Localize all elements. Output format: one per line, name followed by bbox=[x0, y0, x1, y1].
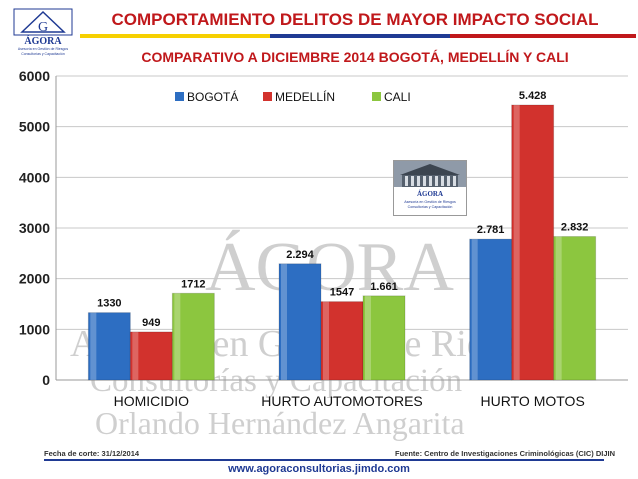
data-label-1-1: 1547 bbox=[330, 287, 354, 299]
data-label-1-2: 1.661 bbox=[370, 281, 398, 293]
flag-stripe bbox=[80, 34, 636, 38]
bar-highlight-2-2 bbox=[555, 236, 562, 380]
x-tick-label-1: HURTO AUTOMOTORES bbox=[261, 393, 423, 409]
inset-tagline-2: Consultorías y Capacitación bbox=[408, 205, 453, 209]
source-note: Fuente: Centro de Investigaciones Crimin… bbox=[395, 449, 616, 458]
inset-tagline-1: Asesoría en Gestión de Riesgos bbox=[404, 200, 456, 204]
bar-2-1 bbox=[511, 104, 555, 381]
y-tick-label-6: 6000 bbox=[19, 68, 50, 84]
page-subtitle: COMPARATIVO A DICIEMBRE 2014 BOGOTÁ, MED… bbox=[141, 49, 569, 65]
bar-0-1 bbox=[129, 331, 173, 381]
bar-highlight-0-0 bbox=[90, 312, 97, 380]
data-label-0-2: 1712 bbox=[181, 278, 205, 290]
y-tick-label-5: 5000 bbox=[19, 119, 50, 135]
bar-2-2 bbox=[553, 236, 597, 381]
bar-0-2 bbox=[171, 292, 215, 381]
page-title: COMPORTAMIENTO DELITOS DE MAYOR IMPACTO … bbox=[111, 10, 599, 29]
bar-highlight-0-1 bbox=[132, 331, 139, 380]
bar-1-1 bbox=[320, 301, 364, 381]
cut-date: Fecha de corte: 31/12/2014 bbox=[44, 449, 140, 458]
data-label-2-0: 2.781 bbox=[477, 224, 505, 236]
agora-logo-mark: G ÁGORA Asesoría en Gestión de Riesgos C… bbox=[8, 6, 78, 58]
y-tick-label-2: 2000 bbox=[19, 271, 50, 287]
legend-label-2: CALI bbox=[384, 90, 411, 104]
y-tick-label-1: 1000 bbox=[19, 321, 50, 337]
bar-2-0 bbox=[469, 238, 513, 381]
data-label-1-0: 2.294 bbox=[286, 249, 314, 261]
legend-label-0: BOGOTÁ bbox=[187, 89, 238, 104]
data-label-2-1: 5.428 bbox=[519, 90, 547, 102]
agora-logo: G ÁGORA Asesoría en Gestión de Riesgos C… bbox=[8, 6, 78, 58]
bar-1-0 bbox=[278, 263, 322, 381]
legend-swatch-2 bbox=[372, 92, 381, 101]
logo-tagline-1: Asesoría en Gestión de Riesgos bbox=[18, 47, 68, 51]
bar-highlight-1-0 bbox=[281, 263, 287, 380]
logo-name: ÁGORA bbox=[24, 35, 62, 47]
bar-chart: 0 1000 2000 3000 4000 5000 6000 1330 949 1712 HOMI… bbox=[19, 68, 628, 409]
bar-highlight-0-2 bbox=[174, 293, 181, 380]
bar-0-0 bbox=[87, 312, 131, 381]
legend-label-1: MEDELLÍN bbox=[275, 89, 335, 104]
x-tick-label-0: HOMICIDIO bbox=[114, 393, 190, 409]
x-tick-label-2: HURTO MOTOS bbox=[481, 393, 585, 409]
logo-tagline-2: Consultorías y Capacitación bbox=[21, 52, 65, 56]
inset-logo-name: ÁGORA bbox=[417, 190, 443, 198]
legend-swatch-0 bbox=[175, 92, 184, 101]
y-tick-label-0: 0 bbox=[42, 372, 50, 388]
building-image: ÁGORA Asesoría en Gestión de Riesgos Con… bbox=[393, 160, 467, 216]
website-link[interactable]: www.agoraconsultorias.jimdo.com bbox=[228, 463, 410, 475]
bar-highlight-2-0 bbox=[471, 239, 478, 380]
bar-highlight-1-2 bbox=[365, 295, 371, 380]
data-label-2-2: 2.832 bbox=[561, 222, 589, 234]
footer-divider bbox=[44, 459, 604, 461]
data-label-0-1: 949 bbox=[142, 317, 160, 329]
y-tick-label-3: 3000 bbox=[19, 220, 50, 236]
bar-highlight-1-1 bbox=[323, 301, 329, 380]
building-picture: ÁGORA Asesoría en Gestión de Riesgos Con… bbox=[394, 161, 466, 209]
data-label-0-0: 1330 bbox=[97, 298, 121, 310]
legend-swatch-1 bbox=[263, 92, 272, 101]
bar-1-2 bbox=[362, 295, 406, 381]
svg-text:G: G bbox=[38, 20, 48, 35]
watermark-line-4: Orlando Hernández Angarita bbox=[95, 405, 465, 441]
watermark-line-1: ÁGORA bbox=[205, 229, 454, 306]
bar-highlight-2-1 bbox=[513, 104, 520, 381]
y-tick-label-4: 4000 bbox=[19, 169, 50, 185]
